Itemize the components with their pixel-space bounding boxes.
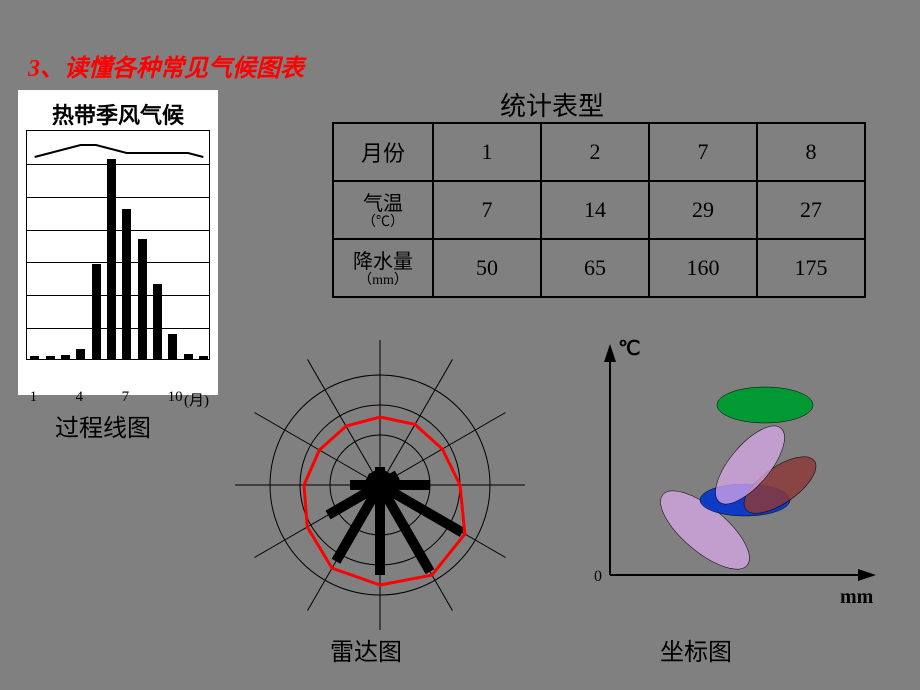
table-cell: 160 xyxy=(649,239,757,297)
table-corner: 月份 xyxy=(333,123,433,181)
precip-bar xyxy=(107,159,116,359)
x-tick-label: 1 xyxy=(30,389,38,406)
precip-bar xyxy=(184,354,193,359)
table-col-header: 7 xyxy=(649,123,757,181)
x-unit-label: (月) xyxy=(184,389,209,410)
temperature-line xyxy=(27,131,211,361)
radar-svg xyxy=(230,335,530,635)
precip-bar xyxy=(122,209,131,359)
page-title: 3、读懂各种常见气候图表 xyxy=(28,48,304,83)
coord-chart-caption: 坐标图 xyxy=(660,632,732,667)
process-chart-grid xyxy=(26,130,210,360)
table-cell: 65 xyxy=(541,239,649,297)
x-tick-label: 4 xyxy=(76,389,84,406)
x-tick-label: 10 xyxy=(168,389,183,406)
precip-bar xyxy=(46,356,55,359)
table-col-header: 2 xyxy=(541,123,649,181)
table-cell: 29 xyxy=(649,181,757,239)
precip-bar xyxy=(138,239,147,359)
table-col-header: 8 xyxy=(757,123,865,181)
process-chart-panel: 热带季风气候 14710(月) xyxy=(18,90,218,395)
svg-text:℃: ℃ xyxy=(618,338,640,360)
table-cell: 14 xyxy=(541,181,649,239)
table-cell: 175 xyxy=(757,239,865,297)
precip-bar xyxy=(30,356,39,359)
precip-bar xyxy=(168,334,177,359)
precip-bar xyxy=(199,356,208,359)
table-cell: 27 xyxy=(757,181,865,239)
precip-bar xyxy=(153,284,162,359)
table-cell: 7 xyxy=(433,181,541,239)
table-row-header: 气温（℃） xyxy=(333,181,433,239)
svg-text:mm: mm xyxy=(840,586,874,608)
stats-table: 月份1278气温（℃）7142927降水量（mm）5065160175 xyxy=(332,122,866,298)
process-chart-caption: 过程线图 xyxy=(55,408,151,443)
svg-text:0: 0 xyxy=(594,568,602,585)
table-col-header: 1 xyxy=(433,123,541,181)
table-row-header: 降水量（mm） xyxy=(333,239,433,297)
coord-svg: ℃ mm 0 xyxy=(580,335,890,625)
precip-bar xyxy=(76,349,85,359)
radar-chart-caption: 雷达图 xyxy=(330,632,402,667)
x-tick-label: 7 xyxy=(122,389,130,406)
table-cell: 50 xyxy=(433,239,541,297)
precip-bar xyxy=(61,355,70,359)
precip-bar xyxy=(92,264,101,359)
radar-chart xyxy=(230,335,530,635)
process-chart-title: 热带季风气候 xyxy=(18,98,218,130)
stats-table-title: 统计表型 xyxy=(500,86,604,123)
coord-chart: ℃ mm 0 xyxy=(580,335,890,625)
